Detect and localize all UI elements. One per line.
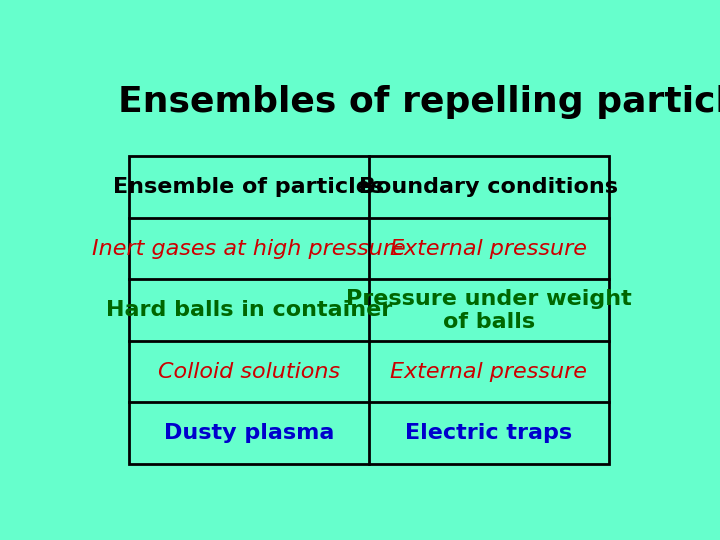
Text: Boundary conditions: Boundary conditions (359, 177, 618, 197)
Text: Electric traps: Electric traps (405, 423, 572, 443)
Text: Pressure under weight
of balls: Pressure under weight of balls (346, 288, 632, 332)
Text: Ensembles of repelling particles.: Ensembles of repelling particles. (118, 85, 720, 119)
Text: Ensemble of particles: Ensemble of particles (114, 177, 384, 197)
Text: Hard balls in container: Hard balls in container (106, 300, 392, 320)
Bar (129, 156, 609, 464)
Text: Colloid solutions: Colloid solutions (158, 362, 340, 382)
Text: Inert gases at high pressure: Inert gases at high pressure (92, 239, 406, 259)
Text: External pressure: External pressure (390, 239, 588, 259)
Text: External pressure: External pressure (390, 362, 588, 382)
Text: Dusty plasma: Dusty plasma (164, 423, 334, 443)
